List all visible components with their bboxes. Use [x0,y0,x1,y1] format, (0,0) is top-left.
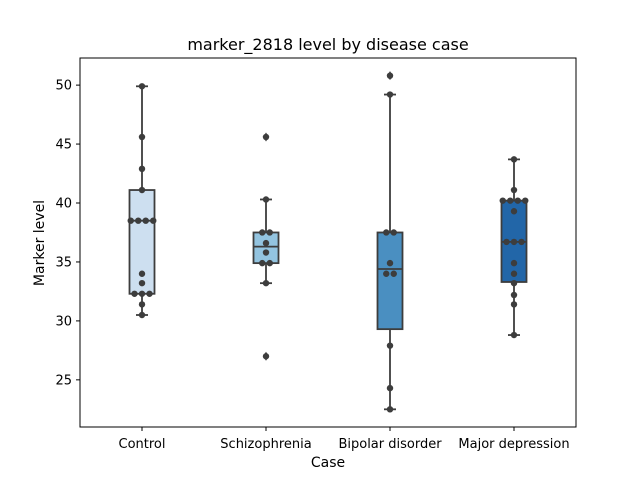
data-point [138,133,146,141]
data-point [386,384,394,392]
data-point [518,238,525,246]
y-tick-label: 35 [55,255,72,270]
data-point [510,238,518,246]
y-tick-label: 50 [55,79,72,94]
x-tick-label: Control [119,437,166,452]
data-point [510,208,518,215]
data-point [390,270,397,277]
y-tick-label: 25 [55,373,72,388]
data-point [127,217,134,224]
data-point [510,259,518,267]
data-point [386,91,394,98]
x-tick-label: Bipolar disorder [338,437,442,452]
data-point [510,279,518,287]
data-point [510,301,518,308]
data-point [514,197,521,204]
data-point [510,291,518,299]
data-point [510,156,518,163]
data-point [262,133,270,141]
data-point [262,249,270,256]
data-point [262,353,270,360]
data-point [510,186,518,194]
data-point [138,186,146,194]
data-point [390,229,397,236]
data-point [522,197,529,204]
data-point [138,270,146,277]
x-axis-label: Case [311,455,345,471]
data-point [383,229,390,236]
data-point [266,259,273,267]
data-point [499,197,506,204]
y-tick-label: 45 [55,138,72,153]
data-point [138,83,146,90]
data-point [386,259,394,267]
data-point [138,311,146,319]
data-point [142,217,149,224]
data-point [146,290,153,297]
data-point [383,270,390,277]
data-point [138,165,146,173]
x-tick-label: Schizophrenia [220,437,311,452]
box-iqr [128,189,156,295]
data-point [386,406,394,413]
y-axis-label: Marker level [32,200,48,286]
data-point [262,196,270,203]
data-point [135,217,142,224]
box-iqr [252,231,280,265]
plot-area: 25 30 35 40 45 50 Control Schizophrenia Bipolar … [55,57,577,452]
data-point [259,229,266,236]
data-point [138,301,146,308]
data-point [259,259,266,267]
data-point [507,197,514,204]
data-point [386,342,394,349]
data-point [138,290,146,297]
plot-frame [79,57,577,428]
chart-title: marker_2818 level by disease case [187,35,468,55]
data-point [150,217,157,224]
data-point [386,72,394,79]
data-point [510,270,518,277]
y-tick-label: 30 [55,314,72,329]
data-point [262,239,270,247]
data-point [138,279,146,287]
data-point [131,290,138,297]
data-point [262,279,270,287]
data-point [266,229,273,236]
box-iqr [376,231,404,331]
data-point [503,238,510,246]
data-point [510,331,518,339]
y-tick-label: 40 [55,197,72,212]
x-tick-label: Major depression [458,437,569,452]
